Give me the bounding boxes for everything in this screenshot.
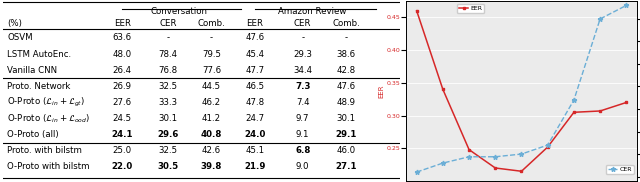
Text: 45.4: 45.4 — [246, 50, 265, 58]
EER — [413, 10, 420, 12]
Text: 24.5: 24.5 — [113, 114, 132, 123]
Text: 29.6: 29.6 — [157, 130, 179, 139]
CER — [492, 156, 499, 158]
Text: 46.5: 46.5 — [246, 82, 265, 91]
Text: O-Proto with bilstm: O-Proto with bilstm — [7, 162, 90, 171]
Text: EER: EER — [246, 19, 264, 28]
CER — [623, 4, 630, 7]
CER — [570, 99, 578, 101]
EER — [518, 170, 525, 172]
CER — [465, 156, 473, 158]
Text: 34.4: 34.4 — [293, 66, 312, 75]
Line: CER: CER — [414, 3, 628, 175]
Text: LSTM AutoEnc.: LSTM AutoEnc. — [7, 50, 71, 58]
Legend: EER: EER — [457, 4, 484, 13]
Text: 29.3: 29.3 — [293, 50, 312, 58]
Text: -: - — [301, 33, 304, 42]
Text: 47.6: 47.6 — [337, 82, 356, 91]
Text: 48.9: 48.9 — [337, 98, 356, 107]
Text: 32.5: 32.5 — [158, 82, 177, 91]
Text: -: - — [210, 33, 213, 42]
Text: Comb.: Comb. — [332, 19, 360, 28]
CER — [596, 18, 604, 20]
Text: 45.1: 45.1 — [246, 146, 265, 155]
Text: -: - — [345, 33, 348, 42]
Text: 46.0: 46.0 — [337, 146, 356, 155]
Text: 7.3: 7.3 — [295, 82, 310, 91]
Text: 44.5: 44.5 — [202, 82, 221, 91]
Text: 42.8: 42.8 — [337, 66, 356, 75]
EER — [465, 149, 473, 151]
Text: CER: CER — [294, 19, 312, 28]
Text: O-Proto ($\mathcal{L}_{in} + \mathcal{L}_{ood}$): O-Proto ($\mathcal{L}_{in} + \mathcal{L}… — [7, 112, 90, 125]
Text: 47.7: 47.7 — [246, 66, 265, 75]
EER — [439, 88, 447, 90]
EER — [544, 146, 552, 148]
Text: 33.3: 33.3 — [158, 98, 177, 107]
Text: 76.8: 76.8 — [158, 66, 177, 75]
Text: EER: EER — [114, 19, 131, 28]
Text: Conversation: Conversation — [150, 7, 207, 16]
Text: 47.6: 47.6 — [246, 33, 265, 42]
Text: 40.8: 40.8 — [201, 130, 222, 139]
Text: 24.0: 24.0 — [244, 130, 266, 139]
CER — [544, 144, 552, 146]
Text: 30.1: 30.1 — [337, 114, 356, 123]
Text: -: - — [166, 33, 170, 42]
CER — [518, 153, 525, 155]
Text: 30.5: 30.5 — [157, 162, 179, 171]
EER — [596, 110, 604, 112]
Text: 42.6: 42.6 — [202, 146, 221, 155]
Text: 26.9: 26.9 — [113, 82, 132, 91]
CER — [413, 171, 420, 173]
Text: 63.6: 63.6 — [113, 33, 132, 42]
Text: Vanilla CNN: Vanilla CNN — [7, 66, 58, 75]
Text: 24.7: 24.7 — [246, 114, 265, 123]
Text: 48.0: 48.0 — [113, 50, 132, 58]
Text: CER: CER — [159, 19, 177, 28]
Text: 21.9: 21.9 — [244, 162, 266, 171]
Text: Proto. with bilstm: Proto. with bilstm — [7, 146, 82, 155]
Text: 27.6: 27.6 — [113, 98, 132, 107]
EER — [570, 111, 578, 113]
Text: 9.1: 9.1 — [296, 130, 310, 139]
Text: 26.4: 26.4 — [113, 66, 132, 75]
Text: 39.8: 39.8 — [201, 162, 222, 171]
Text: 25.0: 25.0 — [113, 146, 132, 155]
Text: 41.2: 41.2 — [202, 114, 221, 123]
Text: 22.0: 22.0 — [111, 162, 133, 171]
Text: 78.4: 78.4 — [158, 50, 177, 58]
Y-axis label: EER: EER — [379, 84, 385, 98]
Text: 29.1: 29.1 — [335, 130, 357, 139]
Legend: CER: CER — [606, 165, 634, 174]
Text: OSVM: OSVM — [7, 33, 33, 42]
Text: (%): (%) — [7, 19, 22, 28]
CER — [439, 162, 447, 164]
Line: EER: EER — [415, 9, 628, 173]
Text: Amazon Review: Amazon Review — [278, 7, 347, 16]
Text: Proto. Network: Proto. Network — [7, 82, 70, 91]
EER — [492, 167, 499, 169]
Text: 38.6: 38.6 — [337, 50, 356, 58]
Text: O-Proto (all): O-Proto (all) — [7, 130, 59, 139]
Text: 6.8: 6.8 — [295, 146, 310, 155]
Text: 32.5: 32.5 — [158, 146, 177, 155]
Text: 9.0: 9.0 — [296, 162, 310, 171]
Text: 24.1: 24.1 — [111, 130, 133, 139]
Text: Comb.: Comb. — [198, 19, 225, 28]
Text: 46.2: 46.2 — [202, 98, 221, 107]
Text: 7.4: 7.4 — [296, 98, 310, 107]
Text: 30.1: 30.1 — [158, 114, 177, 123]
Text: 9.7: 9.7 — [296, 114, 310, 123]
Text: 79.5: 79.5 — [202, 50, 221, 58]
Text: O-Proto ($\mathcal{L}_{in} + \mathcal{L}_{gt}$): O-Proto ($\mathcal{L}_{in} + \mathcal{L}… — [7, 96, 85, 109]
Text: 77.6: 77.6 — [202, 66, 221, 75]
Text: 27.1: 27.1 — [335, 162, 357, 171]
Text: 47.8: 47.8 — [246, 98, 265, 107]
EER — [623, 101, 630, 104]
